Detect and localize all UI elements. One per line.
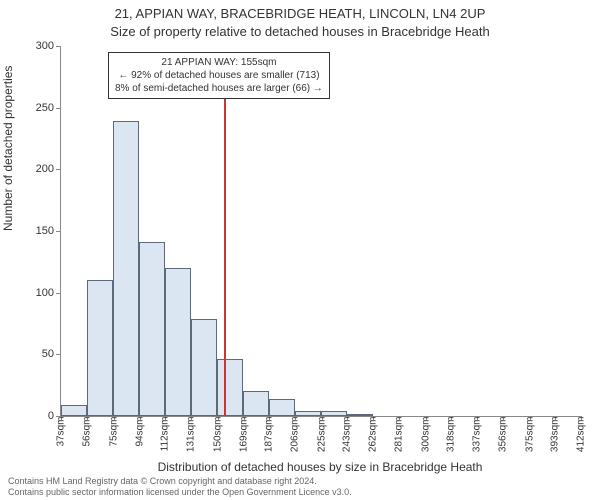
y-tick-label: 150 (10, 225, 54, 237)
chart-title-address: 21, APPIAN WAY, BRACEBRIDGE HEATH, LINCO… (0, 6, 600, 21)
histogram-bar (295, 411, 321, 416)
x-tick-label: 150sqm (212, 417, 223, 453)
x-tick-label: 75sqm (108, 417, 119, 447)
x-tick-label: 169sqm (239, 417, 250, 453)
y-tick-mark (56, 231, 60, 232)
x-tick-label: 412sqm (576, 417, 587, 453)
y-axis-label: Number of detached properties (1, 66, 15, 231)
property-annotation-box: 21 APPIAN WAY: 155sqm ← 92% of detached … (108, 52, 330, 99)
x-tick-label: 281sqm (394, 417, 405, 453)
histogram-bar (321, 411, 347, 416)
annotation-line-3: 8% of semi-detached houses are larger (6… (115, 82, 323, 95)
histogram-bar (165, 268, 191, 416)
x-tick-label: 262sqm (368, 417, 379, 453)
histogram-bar (61, 405, 87, 416)
annotation-line-2: ← 92% of detached houses are smaller (71… (115, 69, 323, 82)
y-tick-label: 50 (10, 348, 54, 360)
property-size-chart: 21, APPIAN WAY, BRACEBRIDGE HEATH, LINCO… (0, 0, 600, 500)
x-tick-label: 225sqm (316, 417, 327, 453)
y-tick-label: 100 (10, 287, 54, 299)
histogram-bar (243, 391, 269, 416)
y-tick-label: 0 (10, 410, 54, 422)
y-tick-mark (56, 169, 60, 170)
x-tick-label: 112sqm (160, 417, 171, 452)
x-tick-label: 37sqm (56, 417, 67, 447)
plot-area: 37sqm56sqm75sqm94sqm112sqm131sqm150sqm16… (60, 46, 581, 417)
x-tick-label: 206sqm (290, 417, 301, 453)
x-tick-label: 300sqm (420, 417, 431, 453)
property-marker-line (224, 76, 226, 416)
x-tick-label: 337sqm (472, 417, 483, 453)
y-tick-label: 250 (10, 102, 54, 114)
histogram-bar (87, 280, 113, 416)
y-tick-mark (56, 416, 60, 417)
y-tick-mark (56, 293, 60, 294)
y-tick-mark (56, 108, 60, 109)
footnote: Contains HM Land Registry data © Crown c… (8, 476, 352, 498)
x-tick-label: 375sqm (524, 417, 535, 453)
x-tick-label: 131sqm (186, 417, 197, 453)
footnote-line-1: Contains HM Land Registry data © Crown c… (8, 476, 352, 487)
histogram-bar (217, 359, 243, 416)
histogram-bar (139, 242, 165, 416)
y-tick-label: 200 (10, 163, 54, 175)
x-tick-label: 94sqm (135, 417, 146, 447)
x-tick-label: 318sqm (445, 417, 456, 453)
x-axis-label: Distribution of detached houses by size … (60, 460, 580, 474)
x-tick-label: 187sqm (264, 417, 275, 453)
x-tick-label: 56sqm (82, 417, 93, 447)
chart-subtitle: Size of property relative to detached ho… (0, 24, 600, 39)
histogram-bar (191, 319, 217, 416)
x-tick-label: 356sqm (498, 417, 509, 453)
annotation-line-1: 21 APPIAN WAY: 155sqm (115, 56, 323, 69)
x-tick-label: 393sqm (549, 417, 560, 453)
x-tick-label: 243sqm (341, 417, 352, 453)
y-tick-mark (56, 354, 60, 355)
y-tick-label: 300 (10, 40, 54, 52)
histogram-bar (113, 121, 139, 416)
y-tick-mark (56, 46, 60, 47)
histogram-bar (269, 399, 295, 416)
footnote-line-2: Contains public sector information licen… (8, 487, 352, 498)
